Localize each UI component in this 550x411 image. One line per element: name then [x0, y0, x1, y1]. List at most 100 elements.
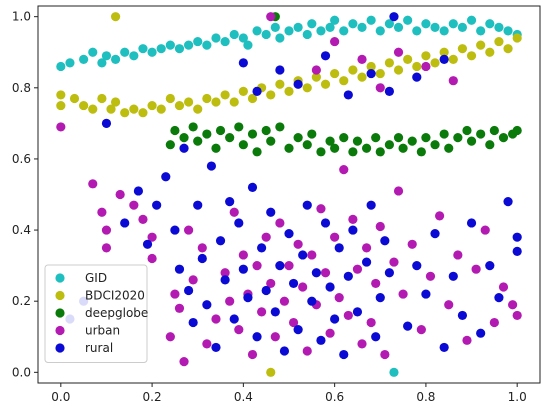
data-point [266, 12, 276, 22]
data-point [165, 140, 175, 150]
data-point [320, 51, 331, 61]
data-point [238, 264, 248, 274]
data-point [357, 22, 367, 32]
data-point [375, 147, 385, 157]
data-point [147, 100, 157, 111]
legend-marker [55, 290, 65, 301]
data-point [380, 236, 390, 246]
data-point [398, 143, 408, 153]
data-point [56, 122, 66, 132]
data-point [448, 19, 458, 29]
y-tick-label: 0.0 [12, 365, 31, 379]
data-point [325, 328, 335, 338]
data-point [407, 136, 417, 146]
data-point [202, 93, 212, 104]
data-point [238, 250, 248, 260]
data-point [466, 51, 477, 61]
data-point [393, 47, 404, 57]
data-point [211, 314, 221, 324]
data-point [466, 218, 477, 228]
data-point [138, 108, 148, 118]
data-point [421, 132, 431, 143]
data-point [512, 33, 522, 43]
data-point [348, 147, 358, 157]
data-point [174, 44, 185, 54]
y-tick-label: 0.8 [12, 81, 31, 95]
data-point [138, 214, 148, 224]
data-point [202, 40, 212, 50]
data-point [261, 232, 271, 242]
data-point [444, 300, 454, 310]
data-point [79, 54, 89, 64]
data-point [375, 26, 385, 36]
data-point [430, 22, 440, 32]
data-point [439, 342, 449, 353]
data-point [211, 342, 221, 353]
data-point [110, 97, 121, 107]
data-point [430, 140, 440, 150]
data-point [453, 132, 463, 143]
data-point [398, 289, 408, 299]
data-point [229, 97, 239, 107]
data-point [65, 58, 75, 68]
data-point [270, 22, 280, 32]
data-point [302, 83, 312, 93]
x-tick-label: 0.2 [143, 390, 162, 404]
data-point [261, 125, 271, 136]
data-point [366, 200, 376, 210]
data-point [120, 218, 130, 228]
data-point [156, 44, 166, 54]
data-point [261, 285, 271, 296]
data-point [334, 293, 344, 303]
data-point [142, 239, 153, 249]
data-point [416, 147, 426, 157]
data-point [298, 282, 308, 292]
data-point [88, 47, 98, 57]
data-point [439, 129, 449, 139]
data-point [311, 72, 321, 82]
data-point [133, 186, 143, 196]
data-point [403, 15, 413, 25]
data-point [266, 367, 276, 377]
data-point [485, 140, 495, 150]
data-point [330, 36, 340, 47]
data-point [471, 264, 481, 274]
data-point [302, 346, 312, 356]
data-point [311, 65, 321, 75]
data-point [197, 243, 207, 253]
data-point [371, 332, 381, 342]
data-point [453, 250, 463, 260]
data-point [215, 125, 226, 136]
series-urban [56, 12, 522, 367]
data-point [266, 90, 276, 100]
data-point [421, 19, 431, 29]
data-point [110, 12, 121, 22]
data-point [275, 261, 285, 271]
data-point [330, 68, 340, 79]
data-point [284, 229, 294, 239]
data-point [508, 300, 518, 310]
data-point [512, 232, 522, 242]
legend-label: rural [85, 341, 113, 355]
data-point [316, 147, 326, 157]
y-tick-label: 0.2 [12, 294, 31, 308]
y-tick-label: 1.0 [12, 10, 31, 24]
data-point [375, 293, 385, 303]
data-point [220, 90, 230, 100]
data-point [448, 271, 458, 281]
data-point [69, 93, 80, 104]
data-point [330, 15, 340, 25]
x-tick-label: 0.0 [51, 390, 70, 404]
data-point [252, 26, 262, 36]
data-point [448, 54, 458, 64]
data-point [152, 200, 162, 210]
data-point [284, 86, 294, 96]
data-point [512, 246, 522, 257]
data-point [193, 136, 203, 146]
data-point [457, 22, 468, 32]
legend-label: GID [85, 271, 107, 285]
data-point [384, 58, 394, 68]
data-point [275, 218, 285, 228]
data-point [193, 104, 203, 114]
legend-marker [55, 325, 65, 336]
